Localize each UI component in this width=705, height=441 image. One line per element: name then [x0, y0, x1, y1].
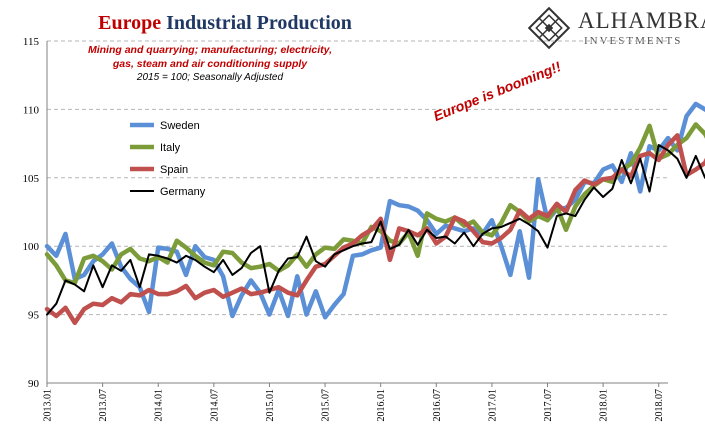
y-tick-label: 95 [28, 310, 40, 322]
legend-label-sweden: Sweden [160, 120, 200, 132]
logo-name: ALHAMBRA [578, 8, 705, 33]
y-tick-label: 105 [23, 173, 40, 185]
title-part-rest: Industrial Production [166, 12, 352, 34]
x-tick-label: 2014.01 [154, 389, 165, 422]
series-line-sweden [44, 101, 705, 320]
legend-label-italy: Italy [160, 142, 181, 154]
x-tick-label: 2016.01 [376, 389, 387, 422]
alhambra-logo: ALHAMBRA INVESTMENTS [526, 6, 705, 50]
subtitle-note: 2015 = 100; Seasonally Adjusted [136, 72, 284, 83]
y-tick-label: 110 [23, 104, 40, 116]
logo-tagline: INVESTMENTS [584, 35, 683, 47]
subtitle-line-1: Mining and quarrying; manufacturing; ele… [87, 44, 333, 56]
subtitle-line-2: gas, steam and air conditioning supply [112, 58, 308, 70]
chart-title: Europe Industrial Production [0, 12, 450, 35]
x-tick-label: 2013.01 [43, 389, 54, 422]
title-part-europe: Europe [98, 12, 162, 34]
x-tick-label: 2015.07 [321, 389, 332, 422]
legend-label-spain: Spain [160, 164, 188, 176]
legend-label-germany: Germany [160, 186, 206, 198]
y-tick-label: 115 [23, 36, 40, 48]
y-tick-label: 100 [23, 241, 40, 253]
series-line-germany [46, 144, 705, 316]
x-tick-label: 2014.07 [209, 389, 220, 422]
x-tick-label: 2015.01 [265, 389, 276, 422]
x-tick-label: 2018.07 [654, 389, 665, 422]
x-tick-label: 2017.01 [487, 389, 498, 422]
y-tick-label: 90 [28, 378, 40, 390]
logo-emblem-icon [527, 6, 571, 50]
series-line-spain [44, 133, 705, 326]
x-tick-label: 2013.07 [98, 389, 109, 422]
x-tick-label: 2017.07 [543, 389, 554, 422]
x-tick-label: 2018.01 [599, 389, 610, 422]
x-tick-label: 2016.07 [432, 389, 443, 422]
